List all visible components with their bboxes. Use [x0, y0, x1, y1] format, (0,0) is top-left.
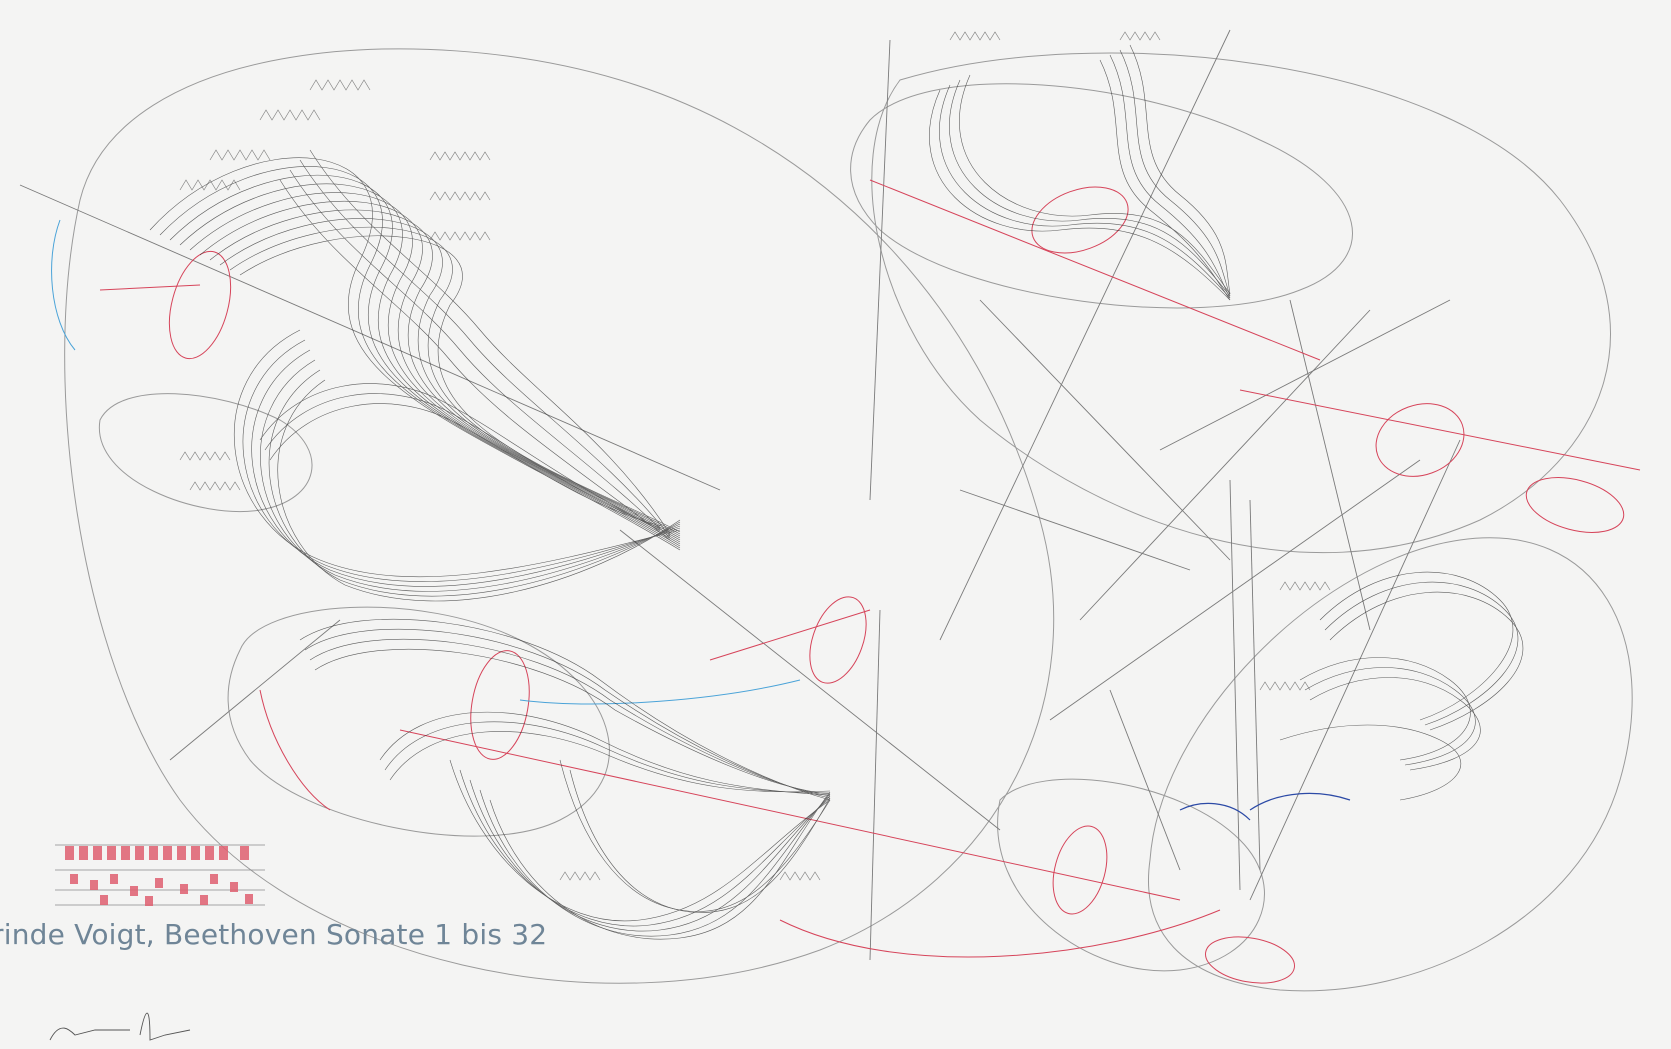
- straight-lines: [19, 29, 1461, 961]
- artwork-caption: rinde Voigt, Beethoven Sonate 1 bis 32: [0, 918, 548, 951]
- dense-bundle-lower-right: [1279, 571, 1524, 801]
- dense-bundle-lower: [299, 618, 831, 940]
- handwriting-marks: [179, 31, 1331, 881]
- legend-grid: [55, 844, 265, 906]
- red-lines: [99, 179, 1641, 984]
- dark-blue-lines: [1179, 792, 1351, 821]
- dense-bundle-left: [149, 149, 681, 602]
- outer-loops: [64, 48, 1633, 992]
- signature: [49, 1012, 191, 1041]
- dense-bundle-upper-right: [929, 44, 1231, 301]
- blue-lines: [51, 219, 801, 705]
